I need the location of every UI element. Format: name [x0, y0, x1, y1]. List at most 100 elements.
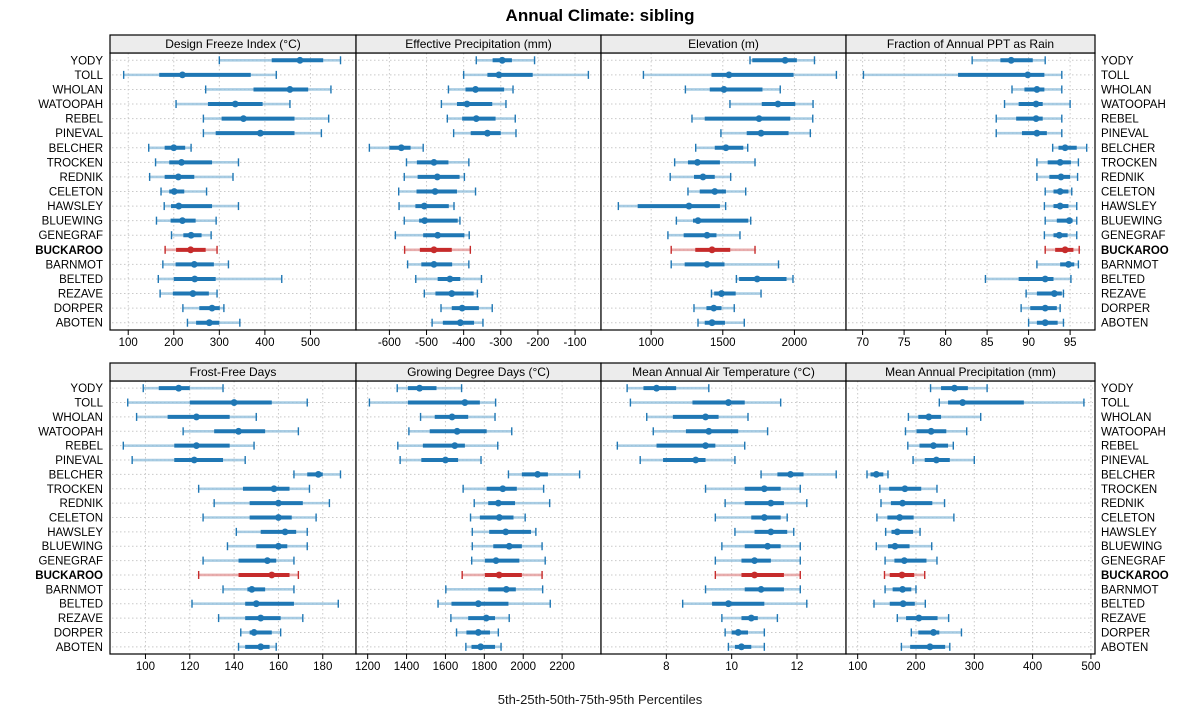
chart-title: Annual Climate: sibling — [505, 6, 695, 25]
axis-tick-label: 70 — [856, 337, 869, 349]
median-dot — [448, 413, 456, 421]
site-label-right: BARNMOT — [1101, 584, 1159, 596]
median-dot — [1065, 217, 1073, 225]
axis-tick-label: -400 — [452, 337, 475, 349]
median-dot — [175, 202, 183, 210]
median-dot — [463, 100, 471, 108]
axis-tick-label: 1500 — [710, 337, 736, 349]
median-dot — [757, 129, 765, 137]
site-label-right: TROCKEN — [1101, 484, 1157, 496]
median-dot — [190, 260, 198, 268]
median-dot — [898, 571, 906, 579]
median-dot — [901, 485, 909, 493]
site-label-right: WATOOPAH — [1101, 426, 1166, 438]
site-label-right: REZAVE — [1101, 289, 1146, 301]
median-dot — [230, 399, 238, 406]
site-label-left: REBEL — [65, 441, 103, 453]
median-dot — [708, 246, 716, 254]
axis-tick-label: 400 — [255, 337, 274, 349]
site-label-left: YODY — [70, 383, 103, 395]
median-dot — [1041, 304, 1049, 312]
median-dot — [170, 144, 178, 152]
median-dot — [751, 557, 758, 565]
site-label-right: GENEGRAF — [1101, 556, 1166, 568]
panel-strip-title: Growing Degree Days (°C) — [407, 365, 550, 379]
median-dot — [760, 485, 768, 493]
site-label-right: YODY — [1101, 383, 1134, 395]
median-dot — [694, 217, 702, 225]
site-label-right: GENEGRAF — [1101, 230, 1166, 242]
median-dot — [753, 275, 761, 283]
site-label-right: PINEVAL — [1101, 128, 1149, 140]
axis-tick-label: 200 — [906, 661, 925, 673]
site-label-right: REDNIK — [1101, 498, 1145, 510]
site-label-left: HAWSLEY — [47, 527, 103, 539]
axis-tick-label: 95 — [1064, 337, 1077, 349]
median-dot — [725, 399, 732, 406]
median-dot — [397, 144, 405, 152]
median-dot — [296, 56, 304, 64]
site-label-left: TOLL — [74, 398, 103, 410]
site-label-right: BELCHER — [1101, 143, 1155, 155]
axis-tick-label: 400 — [1023, 661, 1042, 673]
median-dot — [275, 514, 282, 521]
median-dot — [1061, 246, 1069, 254]
axis-tick-label: 85 — [981, 337, 994, 349]
site-label-right: DORPER — [1101, 303, 1150, 315]
axis-tick-label: 90 — [1022, 337, 1035, 349]
site-label-left: BELCHER — [49, 469, 103, 481]
panel-strip — [845, 34, 1096, 54]
median-dot — [421, 217, 429, 225]
site-label-left: PINEVAL — [55, 455, 103, 467]
median-dot — [725, 600, 732, 608]
panel-strip-title: Frost-Free Days — [190, 365, 277, 379]
site-label-left: BARNMOT — [46, 584, 104, 596]
median-dot — [502, 585, 510, 593]
median-dot — [699, 173, 707, 181]
site-label-left: CELETON — [49, 187, 103, 199]
site-label-left: REZAVE — [58, 613, 103, 625]
median-dot — [1033, 86, 1041, 93]
median-dot — [263, 557, 271, 565]
median-dot — [755, 115, 763, 123]
site-label-right: CELETON — [1101, 187, 1155, 199]
median-dot — [442, 456, 449, 464]
median-dot — [1057, 173, 1065, 181]
median-dot — [757, 585, 765, 593]
median-dot — [502, 528, 510, 536]
site-label-right: ABOTEN — [1101, 318, 1148, 330]
site-label-left: BARNMOT — [46, 259, 104, 271]
median-dot — [893, 528, 901, 536]
panel: Growing Degree Days (°C) 1200 1400 1600 1800… — [355, 362, 602, 673]
median-dot — [694, 158, 701, 166]
median-dot — [257, 643, 265, 651]
median-dot — [170, 188, 178, 195]
axis-tick-label: 80 — [939, 337, 952, 349]
axis-tick-label: 8 — [663, 661, 669, 673]
median-dot — [482, 614, 490, 622]
axis-tick-label: 1600 — [433, 661, 459, 673]
site-label-right: CELETON — [1101, 513, 1155, 525]
axis-tick-label: 300 — [965, 661, 984, 673]
median-dot — [448, 290, 456, 297]
site-label-left: BLUEWING — [42, 216, 103, 228]
site-label-right: DORPER — [1101, 627, 1150, 639]
median-dot — [702, 442, 709, 450]
panel: Design Freeze Index (°C) 100 200 300 400 500 — [109, 34, 357, 349]
site-label-left: WATOOPAH — [38, 99, 103, 111]
site-label-right: WHOLAN — [1101, 84, 1151, 96]
median-dot — [240, 115, 247, 123]
panel-strip-title: Mean Annual Precipitation (mm) — [885, 365, 1056, 379]
axis-tick-label: 1400 — [394, 661, 420, 673]
trellis-row-bottom: YODY YODY TOLL TOLL WHOLAN WHOLAN WATOOPAH WATO… — [35, 362, 1169, 673]
site-label-left: TOLL — [74, 70, 103, 82]
median-dot — [899, 585, 906, 593]
median-dot — [703, 231, 711, 239]
axis-tick-label: 160 — [269, 661, 288, 673]
median-dot — [899, 499, 906, 507]
median-dot — [930, 629, 937, 636]
median-dot — [472, 115, 480, 123]
site-label-right: BELCHER — [1101, 469, 1155, 481]
median-dot — [767, 499, 775, 507]
median-dot — [179, 217, 186, 225]
